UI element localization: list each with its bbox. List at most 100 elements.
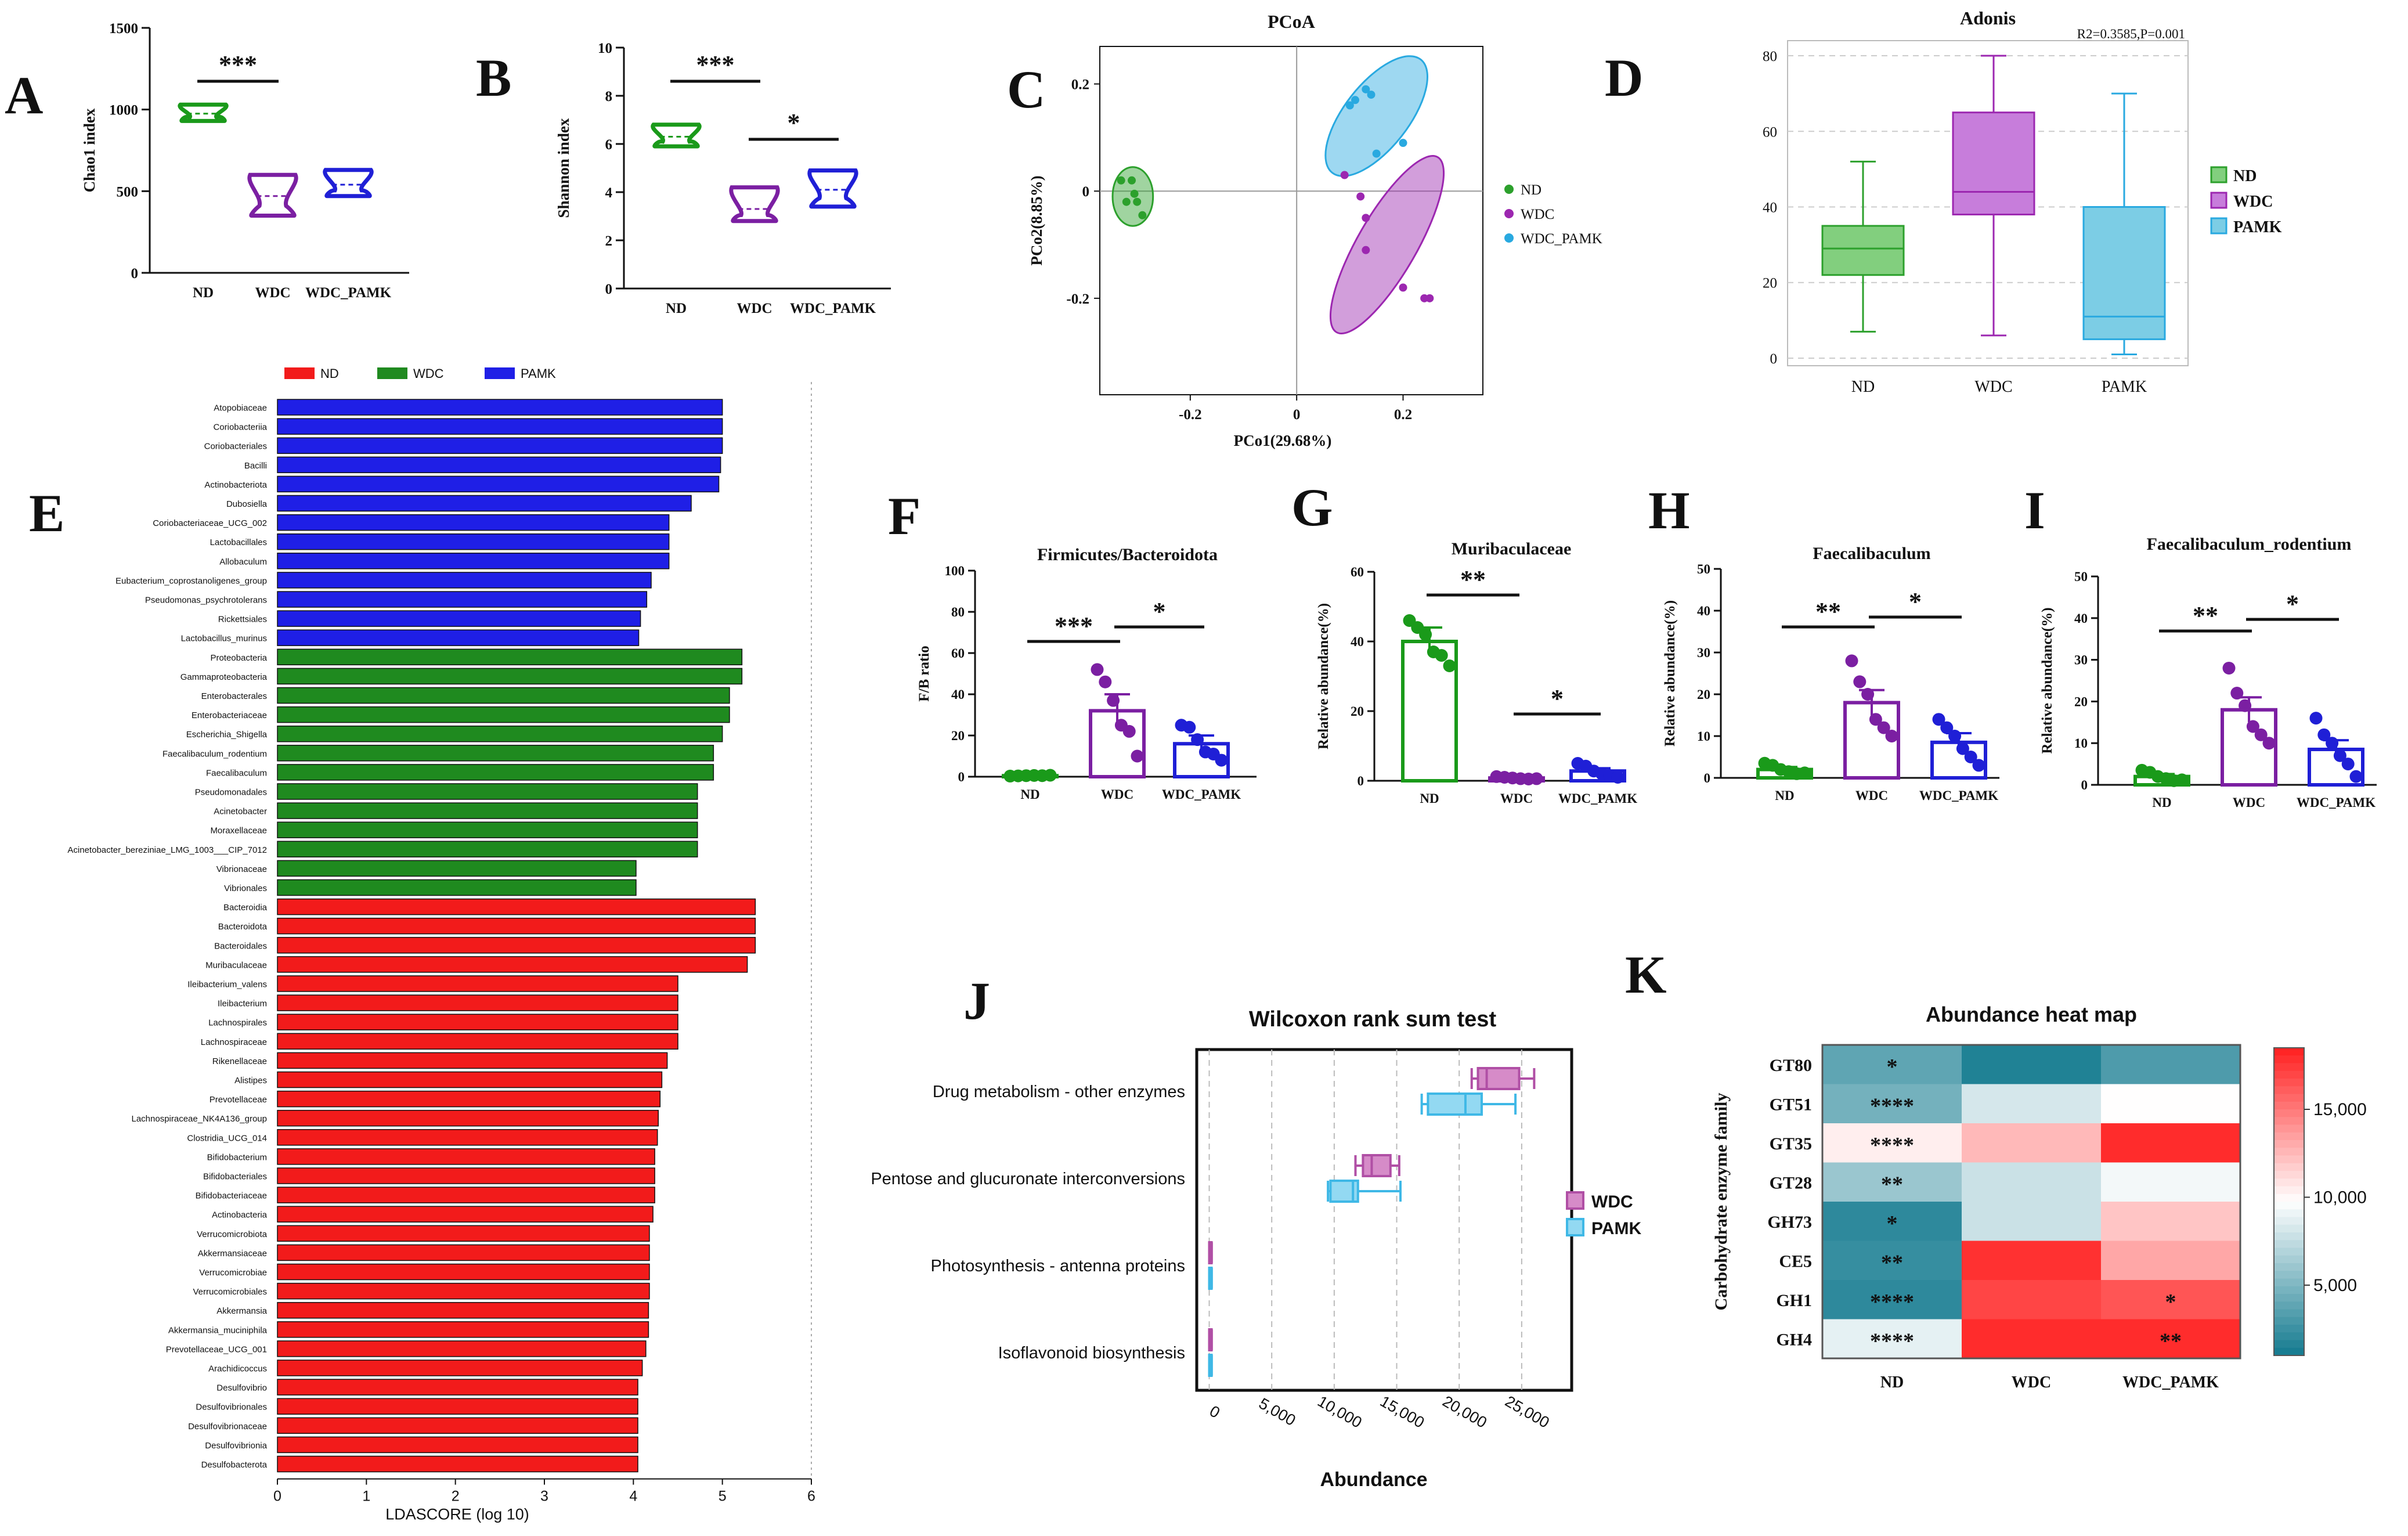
lefse-bar (277, 437, 723, 454)
scatter-point-WDC (1399, 283, 1407, 292)
lefse-bar (277, 553, 670, 569)
row-label: GT51 (1770, 1095, 1812, 1114)
data-point (1443, 659, 1456, 672)
legend-label: WDC_PAMK (1521, 231, 1602, 247)
heatmap-cell (1822, 1162, 1962, 1202)
lefse-bar (277, 399, 723, 416)
x-tick-label: 25,000 (1502, 1393, 1553, 1432)
row-label: GT80 (1770, 1056, 1812, 1075)
box-WDC (1362, 1154, 1392, 1177)
scatter-point-ND (1128, 176, 1136, 185)
lefse-bar (277, 668, 743, 685)
y-axis-label: F/B ratio (916, 646, 932, 702)
significance-label: ** (2193, 601, 2218, 630)
colorbar-segment (2274, 1178, 2304, 1187)
lefse-bar-label: Vibrionaceae (216, 864, 267, 874)
lefse-bar-label: Acinetobacter (214, 807, 267, 817)
lefse-bar-label: Desulfovibrionales (196, 1402, 267, 1412)
colorbar-segment (2274, 1332, 2304, 1341)
colorbar-segment (2274, 1070, 2304, 1079)
lefse-bar (277, 1379, 638, 1396)
colorbar-segment (2274, 1055, 2304, 1064)
colorbar-segment (2274, 1124, 2304, 1133)
lefse-bar (277, 898, 756, 915)
y-tick-label: 8 (605, 89, 613, 104)
colorbar-segment (2274, 1217, 2304, 1225)
legend-marker (2210, 166, 2228, 183)
colorbar-segment (2274, 1247, 2304, 1256)
cell-significance: * (1887, 1055, 1898, 1079)
lefse-bar (277, 1071, 663, 1088)
lefse-bar (277, 610, 641, 627)
heatmap-cell (1962, 1202, 2101, 1241)
lefse-bar-label: Faecalibaculum_rodentium (163, 749, 267, 759)
colorbar-segment (2274, 1232, 2304, 1241)
heatmap-cell (1962, 1123, 2101, 1163)
x-tick-label: WDC_PAMK (305, 285, 392, 301)
muribaculaceae-bar-chart: Muribaculaceae 0 20 40 60 Relative abundance(… (1316, 539, 1637, 806)
data-point (1932, 713, 1945, 726)
colorbar-segment (2274, 1340, 2304, 1348)
colorbar-segment (2274, 1347, 2304, 1356)
y-tick-label: 20 (951, 729, 965, 743)
lefse-bar (277, 648, 743, 666)
lefse-bar (277, 956, 748, 973)
lefse-bar-label: Rickettsiales (218, 615, 267, 625)
lefse-bar-label: Desulfovibrio (216, 1383, 267, 1393)
x-tick-label: 4 (629, 1488, 637, 1505)
lefse-bar (277, 1417, 638, 1434)
x-tick-label: 3 (540, 1488, 548, 1505)
data-point (1091, 663, 1104, 676)
lefse-bar-label: Desulfovibrionaceae (188, 1422, 267, 1432)
y-tick-label: 500 (117, 184, 139, 200)
y-axis-label: Relative abundance(%) (1662, 600, 1678, 747)
lefse-bar-label: Lachnospirales (208, 1018, 267, 1028)
legend-marker (485, 367, 515, 379)
x-tick-label: ND (2152, 795, 2171, 810)
x-tick-label: 0 (1207, 1402, 1223, 1421)
plot-frame (1099, 46, 1483, 395)
lefse-bar (277, 1340, 647, 1357)
lefse-bar (277, 1360, 643, 1376)
category-label: Pentose and glucuronate interconversions (871, 1170, 1185, 1188)
lefse-bar-label: Actinobacteriota (204, 480, 267, 490)
row-label: CE5 (1779, 1252, 1812, 1271)
colorbar-segment (2274, 1209, 2304, 1218)
colorbar-segment (2274, 1079, 2304, 1087)
y-tick-label: 60 (1763, 124, 1777, 140)
lefse-bar-label: Ileibacterium_valens (187, 980, 267, 990)
lefse-bar (277, 821, 698, 838)
violin-ND (178, 102, 229, 123)
significance-label: *** (1055, 612, 1093, 640)
colorbar-segment (2274, 1294, 2304, 1303)
y-tick-label: 40 (2074, 611, 2088, 626)
heatmap-cell (2101, 1123, 2240, 1163)
lefse-bar (277, 1301, 649, 1319)
y-tick-label: 0 (1704, 771, 1711, 785)
colorbar-segment (2274, 1117, 2304, 1126)
cell-significance: ** (2160, 1329, 2182, 1353)
legend-label: WDC (413, 366, 444, 381)
significance-label: * (788, 109, 800, 137)
data-point (1435, 649, 1448, 662)
lefse-bar-label: Acinetobacter_bereziniae_LMG_1003___CIP_… (67, 845, 267, 855)
faecalibaculum-bar-chart: Faecalibaculum 0 10 20 30 40 50 Relative abunda… (1662, 544, 1999, 803)
category-label: Photosynthesis - antenna proteins (931, 1257, 1186, 1275)
x-tick-label: WDC_PAMK (1919, 788, 1998, 803)
colorbar-segment (2274, 1048, 2304, 1057)
box-WDC (1476, 1067, 1521, 1090)
y-tick-label: -0.2 (1066, 291, 1089, 307)
heatmap-cell (1962, 1162, 2101, 1202)
lefse-bar-label: Bifidobacterium (207, 1152, 267, 1162)
legend-label: ND (1521, 182, 1541, 198)
colorbar-tick-label: 10,000 (2313, 1188, 2367, 1207)
lefse-bar (277, 495, 692, 512)
lefse-bar (277, 572, 652, 589)
y-tick-label: 30 (2074, 653, 2088, 668)
chart-title: Wilcoxon rank sum test (1249, 1007, 1497, 1032)
colorbar-segment (2274, 1240, 2304, 1249)
scatter-point-ND (1122, 197, 1131, 206)
column-label: WDC (2012, 1373, 2051, 1391)
colorbar-segment (2274, 1278, 2304, 1287)
